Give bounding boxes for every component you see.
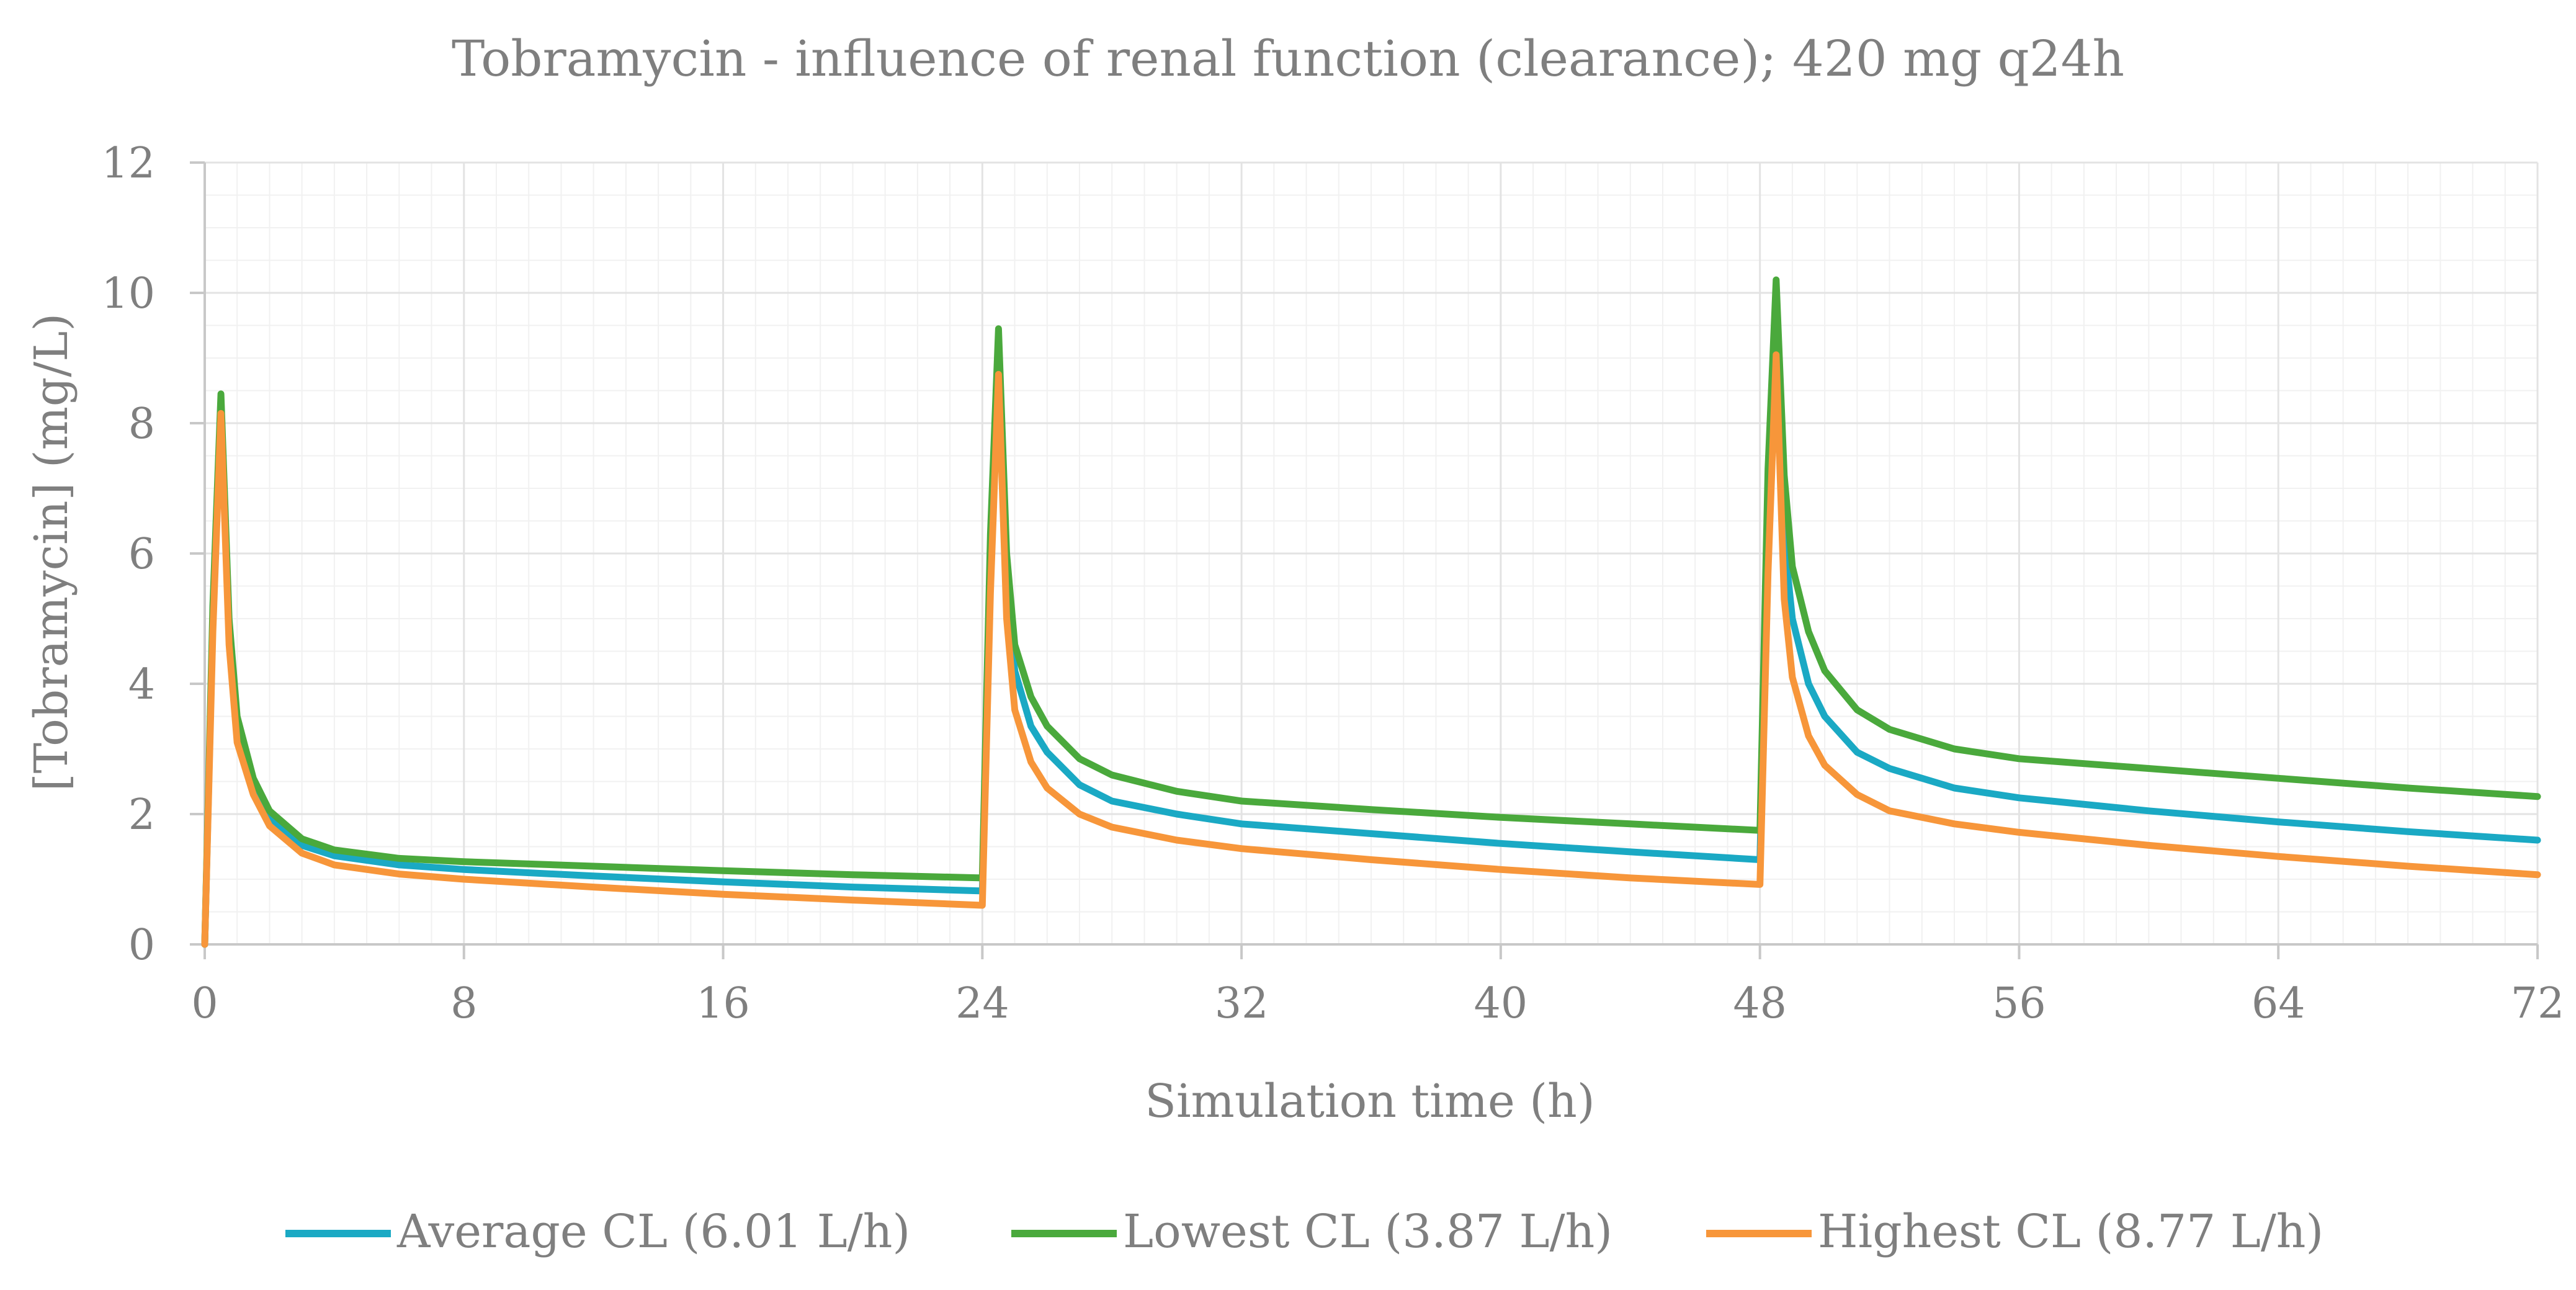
x-axis-ticks: 0 8 16 24 32 40 48 56 64 72: [191, 944, 2564, 1028]
legend: Average CL (6.01 L/h) Lowest CL (3.87 L/h…: [285, 1205, 2323, 1258]
y-axis-label: [Tobramycin] (mg/L): [25, 313, 78, 791]
y-axis-ticks: 0 2 4 6 8 10 12: [101, 139, 205, 970]
y-tick-label: 12: [101, 139, 155, 188]
series-line: [201, 276, 2541, 948]
x-tick-label: 40: [1474, 979, 1528, 1028]
y-tick-label: 8: [128, 400, 155, 449]
series-1: [201, 328, 2541, 948]
x-tick-label: 56: [1992, 979, 2046, 1028]
x-tick-label: 8: [450, 979, 477, 1028]
chart-title: Tobramycin - influence of renal function…: [452, 30, 2124, 87]
x-tick-label: 64: [2252, 979, 2305, 1028]
legend-label: Average CL (6.01 L/h): [396, 1205, 910, 1258]
legend-item: Average CL (6.01 L/h): [285, 1205, 910, 1258]
legend-item: Highest CL (8.77 L/h): [1706, 1205, 2323, 1258]
series-2: [201, 276, 2541, 948]
x-tick-label: 0: [191, 979, 218, 1028]
y-tick-label: 4: [128, 660, 155, 709]
legend-item: Lowest CL (3.87 L/h): [1011, 1205, 1612, 1258]
legend-label: Lowest CL (3.87 L/h): [1123, 1205, 1612, 1258]
x-tick-label: 16: [696, 979, 750, 1028]
y-tick-label: 2: [128, 791, 155, 840]
x-tick-label: 72: [2511, 979, 2565, 1028]
x-axis-label: Simulation time (h): [1145, 1075, 1594, 1128]
series-line: [201, 328, 2541, 948]
x-tick-label: 32: [1215, 979, 1269, 1028]
y-tick-label: 0: [128, 921, 155, 970]
data-series: [201, 276, 2541, 948]
y-tick-label: 6: [128, 530, 155, 579]
series-line: [201, 351, 2541, 948]
series-3: [201, 351, 2541, 948]
y-tick-label: 10: [101, 269, 155, 318]
x-tick-label: 24: [955, 979, 1009, 1028]
legend-label: Highest CL (8.77 L/h): [1818, 1205, 2323, 1258]
x-tick-label: 48: [1733, 979, 1787, 1028]
